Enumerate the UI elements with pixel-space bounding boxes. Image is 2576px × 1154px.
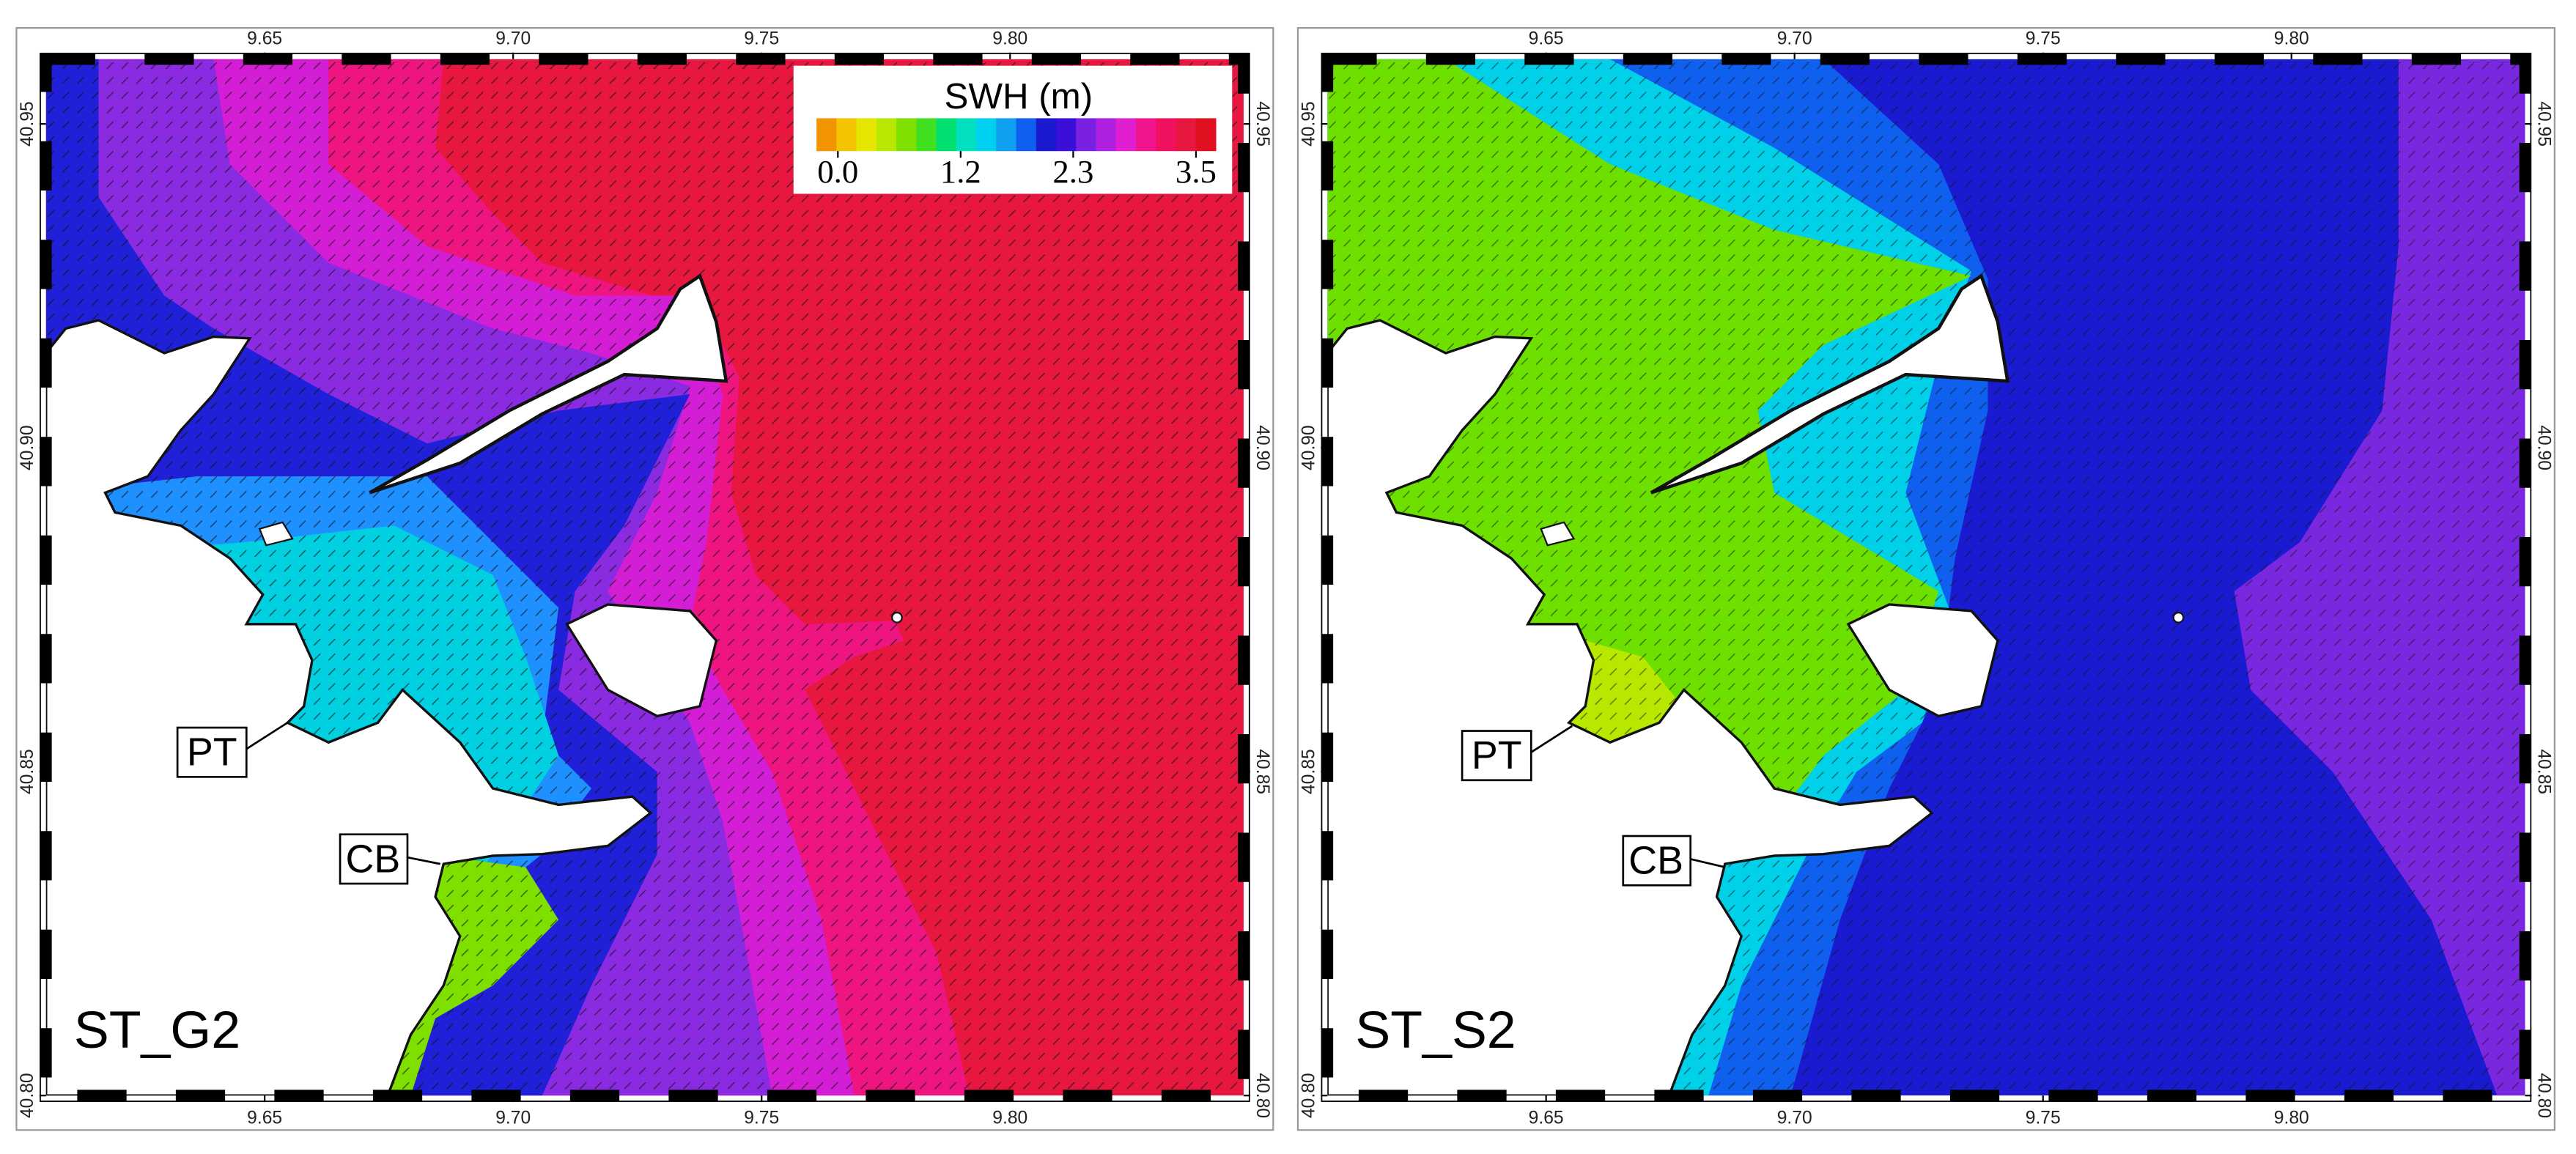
panel-frame (15, 26, 1274, 1131)
x-tick-label: 9.70 (1777, 29, 1812, 49)
colorbar-tick-label: 1.2 (940, 153, 981, 190)
colorbar-tick-label: 0.0 (817, 153, 858, 190)
colorbar-step (916, 118, 937, 152)
colorbar-step (836, 118, 857, 152)
x-tick-label: 9.75 (744, 1108, 779, 1128)
colorbar-tick-label: 3.5 (1176, 153, 1217, 190)
colorbar-step (956, 118, 977, 152)
x-tick-label: 9.80 (992, 29, 1027, 49)
y-tick-label: 40.80 (1299, 1073, 1318, 1118)
colorbar-step (996, 118, 1017, 152)
y-tick-label: 40.90 (18, 425, 37, 470)
place-label: PT (1472, 733, 1522, 777)
map (45, 59, 1244, 1096)
x-tick-label: 9.75 (2026, 29, 2061, 49)
x-tick-label: 9.80 (2274, 1108, 2309, 1128)
y-tick-label: 40.85 (1299, 749, 1318, 794)
x-tick-label: 9.80 (2274, 29, 2309, 49)
place-label: PT (187, 731, 237, 774)
y-tick-label: 40.90 (1299, 425, 1318, 470)
y-tick-label: 40.95 (18, 101, 37, 147)
map (1327, 59, 2525, 1096)
y-tick-label: 40.85 (2533, 749, 2553, 794)
colorbar-step (1055, 118, 1077, 152)
colorbar-step (1135, 118, 1156, 152)
colorbar-step (876, 118, 897, 152)
colorbar-step (1176, 118, 1197, 152)
x-tick-label: 9.65 (247, 1108, 282, 1128)
colorbar-step (976, 118, 997, 152)
y-tick-label: 40.80 (1252, 1073, 1272, 1118)
colorbar-tick-label: 2.3 (1052, 153, 1093, 190)
y-tick-label: 40.80 (18, 1073, 37, 1118)
x-tick-label: 9.65 (1529, 1108, 1564, 1128)
colorbar-step (1076, 118, 1097, 152)
x-tick-label: 9.70 (495, 29, 531, 49)
x-tick-label: 9.80 (992, 1108, 1027, 1128)
x-tick-label: 9.70 (495, 1108, 531, 1128)
x-tick-label: 9.75 (744, 29, 779, 49)
y-tick-label: 40.95 (1299, 101, 1318, 147)
panel-label: ST_G2 (74, 1001, 240, 1059)
colorbar-step (856, 118, 877, 152)
colorbar: SWH (m) 0.0 1.2 2.3 3.5 (793, 65, 1233, 194)
place-label: CB (346, 837, 401, 881)
colorbar-step (896, 118, 917, 152)
colorbar-step (1096, 118, 1117, 152)
colorbar-step (936, 118, 957, 152)
y-tick-label: 40.90 (1252, 425, 1272, 470)
x-tick-label: 9.65 (247, 29, 282, 49)
y-tick-label: 40.95 (1252, 101, 1272, 147)
place-label: CB (1628, 839, 1683, 883)
x-tick-label: 9.70 (1777, 1108, 1812, 1128)
y-tick-label: 40.80 (2533, 1073, 2553, 1118)
x-tick-label: 9.65 (1529, 29, 1564, 49)
y-tick-label: 40.85 (18, 749, 37, 794)
colorbar-step (1156, 118, 1177, 152)
panel: ST_G2 PT CB SWH (m) 0.0 1.2 2.3 3.5 9.65 9.6… (15, 26, 1274, 1131)
colorbar-step (1016, 118, 1037, 152)
colorbar-title: SWH (m) (945, 76, 1093, 116)
panel-label: ST_S2 (1355, 1001, 1516, 1059)
colorbar-step (1036, 118, 1057, 152)
colorbar-step (816, 118, 838, 152)
colorbar-step (1115, 118, 1137, 152)
colorbar-step (1195, 118, 1217, 152)
y-tick-label: 40.90 (2533, 425, 2553, 470)
y-tick-label: 40.95 (2533, 101, 2553, 147)
x-tick-label: 9.75 (2026, 1108, 2061, 1128)
panel: ST_S2 PT CB 9.65 9.65 9.70 9.70 9.75 9.75 9.80… (1296, 26, 2555, 1131)
panel-frame (1296, 26, 2555, 1131)
y-tick-label: 40.85 (1252, 749, 1272, 794)
